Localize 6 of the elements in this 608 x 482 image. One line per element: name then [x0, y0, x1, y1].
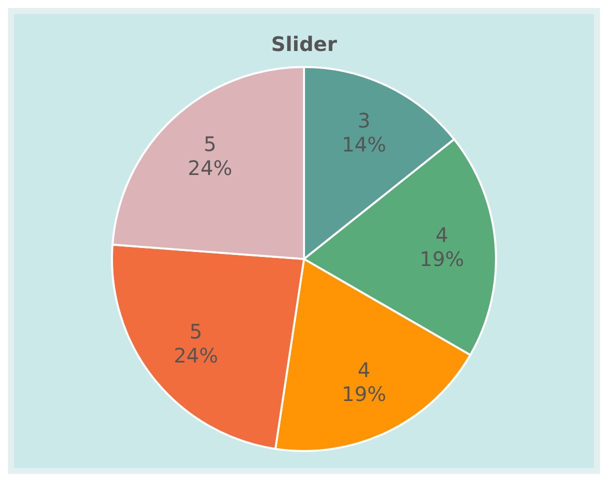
chart-title: Slider	[271, 32, 338, 56]
data-label: 5 24%	[174, 319, 218, 368]
data-label: 4 19%	[342, 358, 386, 406]
data-label: 3 14%	[342, 108, 386, 157]
data-label: 4 19%	[420, 222, 464, 271]
data-label: 5 24%	[188, 132, 232, 180]
